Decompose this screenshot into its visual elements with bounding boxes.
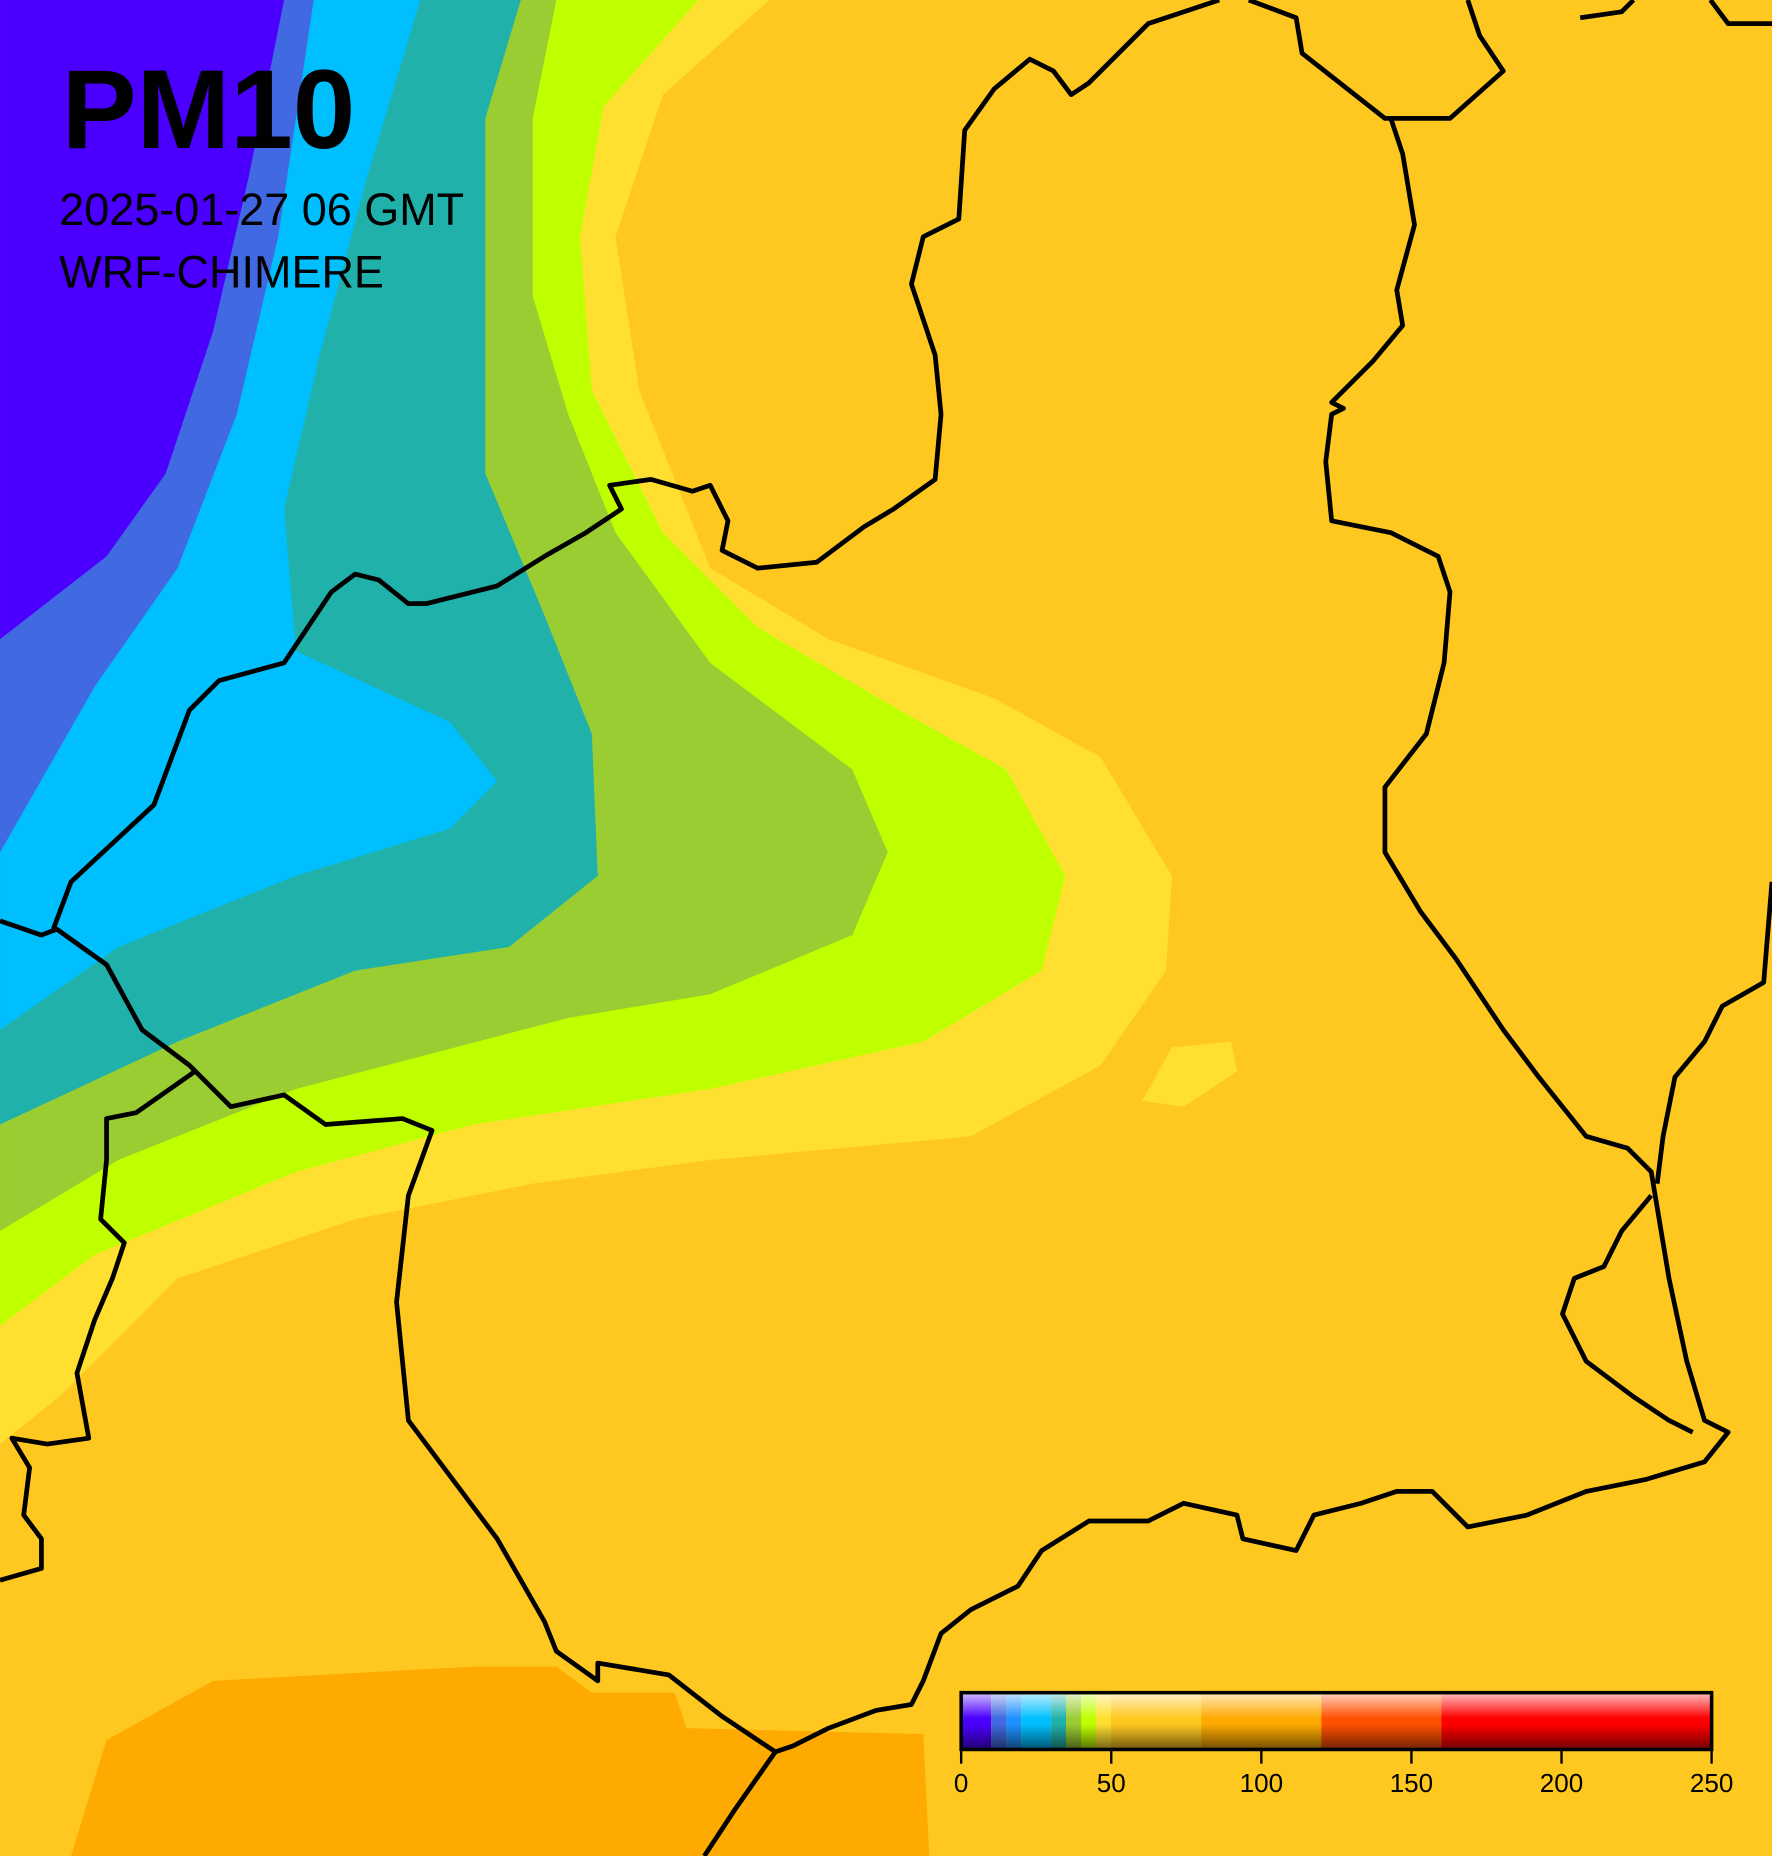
colorbar-tick-label: 50 — [1097, 1768, 1126, 1798]
field-zone — [1142, 1041, 1237, 1107]
colorbar-shade — [961, 1692, 1712, 1750]
colorbar-tick-label: 150 — [1390, 1768, 1433, 1798]
colorbar-tick-label: 0 — [954, 1768, 968, 1798]
colorbar-frame — [959, 1690, 1714, 1752]
border-line — [1654, 881, 1772, 1184]
map-title: PM10 — [62, 46, 356, 172]
colorbar-tick-label: 200 — [1540, 1768, 1583, 1798]
border-line — [1247, 0, 1506, 121]
border-line — [1579, 0, 1772, 27]
border-line — [774, 117, 1731, 1755]
border-line — [0, 1069, 197, 1583]
colorbar: 0 50 100 150 200 250 — [954, 1690, 1733, 1798]
field-zone — [0, 0, 285, 640]
field-zone — [71, 1666, 930, 1856]
colorbar-tick-label: 250 — [1690, 1768, 1733, 1798]
colorbar-tick-label: 100 — [1240, 1768, 1283, 1798]
map-date: 2025-01-27 06 GMT — [59, 184, 464, 235]
map-model: WRF-CHIMERE — [59, 247, 384, 298]
coast-line — [51, 0, 1220, 931]
border-line — [1560, 1193, 1694, 1435]
border-line — [0, 918, 778, 1856]
